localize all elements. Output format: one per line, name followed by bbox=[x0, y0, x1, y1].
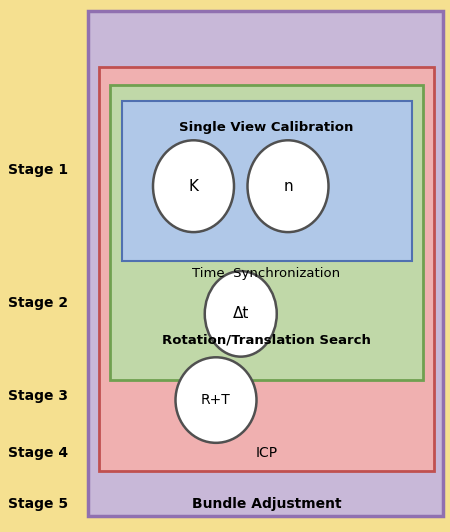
Ellipse shape bbox=[153, 140, 234, 232]
Bar bbox=[122, 101, 412, 261]
Bar bbox=[99, 66, 434, 471]
Text: ICP: ICP bbox=[255, 446, 278, 460]
Text: Stage 4: Stage 4 bbox=[8, 446, 68, 460]
Text: Stage 3: Stage 3 bbox=[8, 389, 68, 403]
Text: Δt: Δt bbox=[233, 306, 249, 321]
Text: Time  Synchronization: Time Synchronization bbox=[192, 268, 341, 280]
Text: Stage 2: Stage 2 bbox=[8, 296, 68, 310]
Text: Stage 5: Stage 5 bbox=[8, 497, 68, 511]
Text: R+T: R+T bbox=[201, 393, 231, 407]
Text: n: n bbox=[283, 179, 293, 194]
Text: Stage 1: Stage 1 bbox=[8, 163, 68, 177]
Ellipse shape bbox=[205, 271, 277, 356]
Text: Single View Calibration: Single View Calibration bbox=[179, 121, 354, 134]
Text: Bundle Adjustment: Bundle Adjustment bbox=[192, 497, 341, 511]
Bar bbox=[110, 85, 423, 380]
Ellipse shape bbox=[176, 358, 256, 443]
Text: Rotation/Translation Search: Rotation/Translation Search bbox=[162, 334, 371, 347]
Ellipse shape bbox=[248, 140, 328, 232]
Text: K: K bbox=[189, 179, 198, 194]
Bar bbox=[88, 11, 443, 516]
